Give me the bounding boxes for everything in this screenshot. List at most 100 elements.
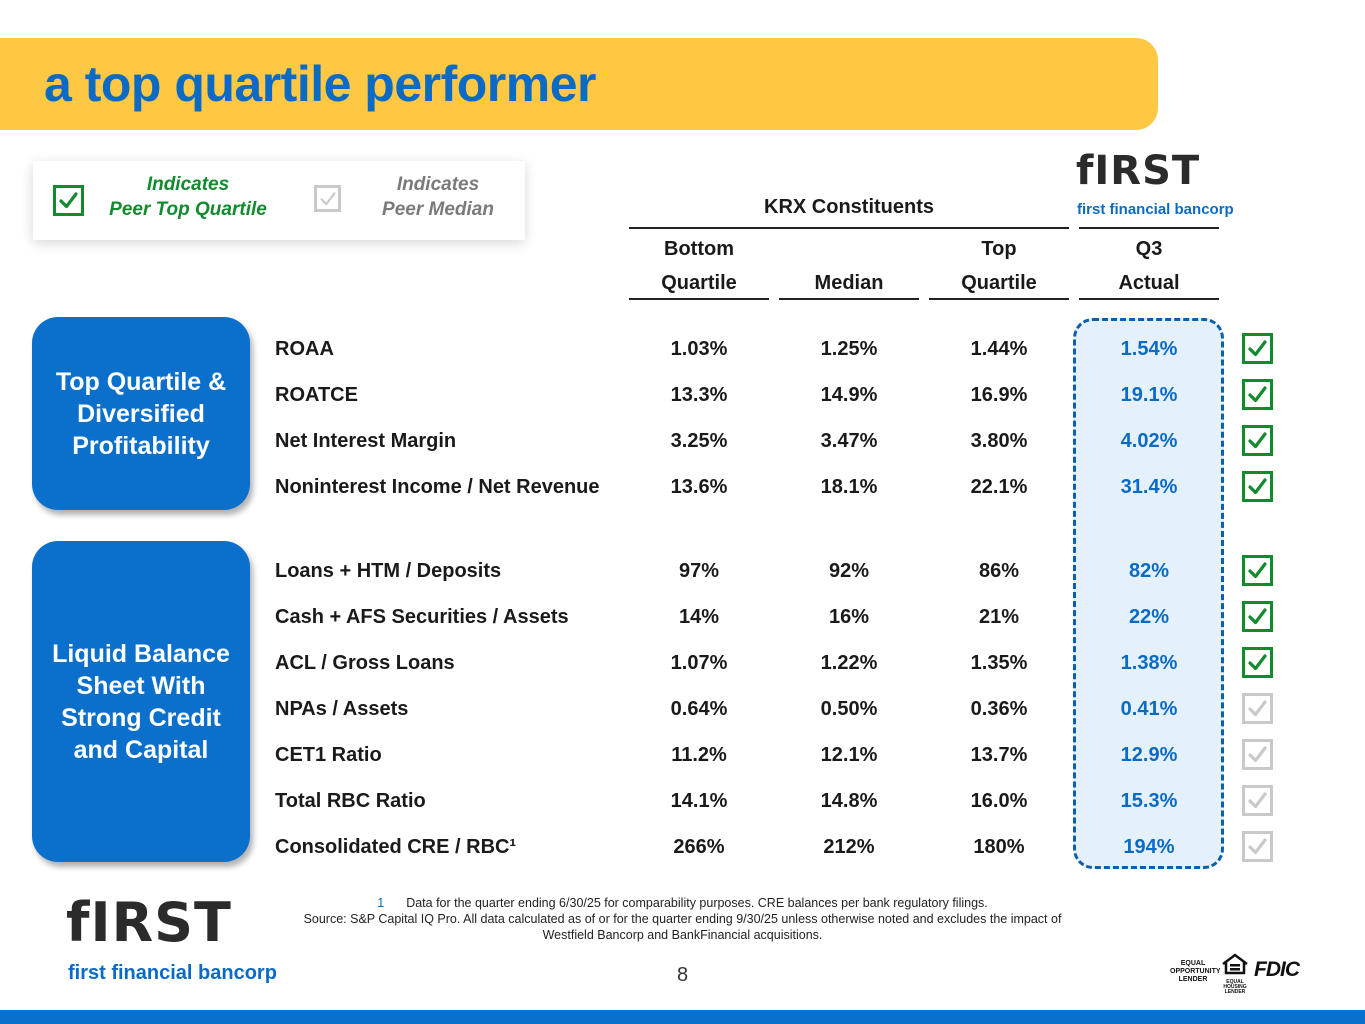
median-value: 3.47% <box>820 430 878 452</box>
group-header: KRX Constituents <box>764 196 934 218</box>
equal-housing-badge: EQUAL HOUSING LENDER <box>1220 953 1250 995</box>
metric-label: Noninterest Income / Net Revenue <box>275 476 600 498</box>
table-row: ACL / Gross Loans 1.07% 1.22% 1.35% 1.38% <box>0 640 1365 686</box>
bottom-quartile-value: 3.25% <box>670 430 728 452</box>
house-icon <box>1222 953 1248 975</box>
metric-label: ACL / Gross Loans <box>275 652 455 674</box>
top-quartile-check-icon <box>53 185 84 216</box>
footnote-line-2: Source: S&P Capital IQ Pro. All data cal… <box>303 912 1062 942</box>
top-quartile-value: 16.9% <box>970 384 1028 406</box>
top-quartile-check-icon <box>1242 471 1273 502</box>
header-logo-wordmark: fIRST <box>1076 148 1201 194</box>
top-quartile-check-icon <box>1242 601 1273 632</box>
top-quartile-value: 13.7% <box>970 744 1028 766</box>
table-row: Loans + HTM / Deposits 97% 92% 86% 82% <box>0 548 1365 594</box>
top-quartile-check-icon <box>1242 647 1273 678</box>
median-value: 16% <box>828 606 870 628</box>
table-row: CET1 Ratio 11.2% 12.1% 13.7% 12.9% <box>0 732 1365 778</box>
table-row: NPAs / Assets 0.64% 0.50% 0.36% 0.41% <box>0 686 1365 732</box>
column-header-q3-actual: Q3 Actual <box>1118 238 1180 294</box>
column-rule <box>929 298 1069 300</box>
section-profitability: Top Quartile & Diversified Profitability <box>32 317 250 510</box>
bottom-quartile-value: 13.3% <box>670 384 728 406</box>
top-quartile-value: 16.0% <box>970 790 1028 812</box>
metric-label: ROAA <box>275 338 334 360</box>
median-value: 12.1% <box>820 744 878 766</box>
column-rule <box>629 298 769 300</box>
top-quartile-value: 22.1% <box>970 476 1028 498</box>
bottom-quartile-value: 11.2% <box>671 744 727 766</box>
top-quartile-value: 86% <box>978 560 1020 582</box>
table-row: ROATCE 13.3% 14.9% 16.9% 19.1% <box>0 372 1365 418</box>
metric-label: Consolidated CRE / RBC¹ <box>275 836 517 858</box>
metric-label: Cash + AFS Securities / Assets <box>275 606 569 628</box>
median-value: 1.22% <box>820 652 878 674</box>
column-header-top-quartile: Top Quartile <box>961 238 1037 294</box>
median-check-icon <box>1242 693 1273 724</box>
column-rule <box>779 298 919 300</box>
bottom-quartile-value: 14.1% <box>670 790 728 812</box>
q3-actual-value: 15.3% <box>1120 790 1178 812</box>
q3-actual-value: 1.38% <box>1120 652 1178 674</box>
footnote-marker: 1 <box>377 896 385 910</box>
top-quartile-check-icon <box>1242 379 1273 410</box>
top-quartile-value: 180% <box>973 836 1025 858</box>
q3-header-rule <box>1079 227 1219 229</box>
median-value: 14.9% <box>820 384 878 406</box>
median-value: 1.25% <box>820 338 878 360</box>
median-check-icon <box>1242 785 1273 816</box>
q3-actual-value: 1.54% <box>1120 338 1178 360</box>
q3-actual-value: 19.1% <box>1120 384 1178 406</box>
median-value: 0.50% <box>820 698 878 720</box>
q3-actual-value: 82% <box>1128 560 1170 582</box>
equal-opportunity-badge: EQUAL OPPORTUNITY LENDER <box>1170 960 1221 983</box>
fdic-badge: FDIC <box>1254 958 1300 981</box>
footnote: 1 Data for the quarter ending 6/30/25 for… <box>300 895 1065 943</box>
bottom-quartile-value: 0.64% <box>670 698 728 720</box>
metric-label: Loans + HTM / Deposits <box>275 560 502 582</box>
bottom-quartile-value: 13.6% <box>670 476 728 498</box>
median-value: 92% <box>828 560 870 582</box>
table-row: ROAA 1.03% 1.25% 1.44% 1.54% <box>0 326 1365 372</box>
top-quartile-value: 3.80% <box>970 430 1028 452</box>
bottom-quartile-value: 266% <box>673 836 725 858</box>
table-row: Cash + AFS Securities / Assets 14% 16% 21% 2… <box>0 594 1365 640</box>
q3-actual-value: 0.41% <box>1120 698 1178 720</box>
top-quartile-value: 21% <box>978 606 1020 628</box>
q3-actual-value: 4.02% <box>1120 430 1178 452</box>
q3-actual-value: 31.4% <box>1120 476 1178 498</box>
bottom-quartile-value: 1.07% <box>670 652 728 674</box>
page-title: a top quartile performer <box>44 56 597 112</box>
median-check-icon <box>1242 739 1273 770</box>
legend-median-label: Indicates Peer Median <box>382 174 494 220</box>
header-logo-subtitle: first financial bancorp <box>1077 201 1234 218</box>
bottom-quartile-value: 97% <box>678 560 720 582</box>
top-quartile-value: 1.44% <box>970 338 1028 360</box>
page-number: 8 <box>676 964 689 986</box>
legend-top-quartile-label: Indicates Peer Top Quartile <box>109 174 267 220</box>
top-quartile-check-icon <box>1242 555 1273 586</box>
metric-label: Net Interest Margin <box>275 430 457 452</box>
top-quartile-value: 0.36% <box>970 698 1028 720</box>
legend: Indicates Peer Top Quartile Indicates Pe… <box>33 161 525 240</box>
column-header-bottom-quartile: Bottom Quartile <box>661 238 737 294</box>
median-value: 14.8% <box>820 790 878 812</box>
footnote-line-1: Data for the quarter ending 6/30/25 for … <box>406 896 988 910</box>
metric-label: CET1 Ratio <box>275 744 382 766</box>
table-row: Net Interest Margin 3.25% 3.47% 3.80% 4.02% <box>0 418 1365 464</box>
top-quartile-check-icon <box>1242 425 1273 456</box>
bottom-quartile-value: 1.03% <box>670 338 728 360</box>
q3-actual-value: 22% <box>1128 606 1170 628</box>
q3-actual-value: 12.9% <box>1120 744 1178 766</box>
section-balance-sheet: Liquid Balance Sheet With Strong Credit … <box>32 541 250 862</box>
metric-label: Total RBC Ratio <box>275 790 426 812</box>
median-check-icon <box>1242 831 1273 862</box>
q3-actual-value: 194% <box>1123 836 1175 858</box>
bottom-bar <box>0 1010 1365 1024</box>
column-rule <box>1079 298 1219 300</box>
metric-label: NPAs / Assets <box>275 698 409 720</box>
top-quartile-check-icon <box>1242 333 1273 364</box>
table-row: Noninterest Income / Net Revenue 13.6% 18.… <box>0 464 1365 510</box>
q3-actual-highlight <box>1073 318 1224 869</box>
top-quartile-value: 1.35% <box>970 652 1028 674</box>
